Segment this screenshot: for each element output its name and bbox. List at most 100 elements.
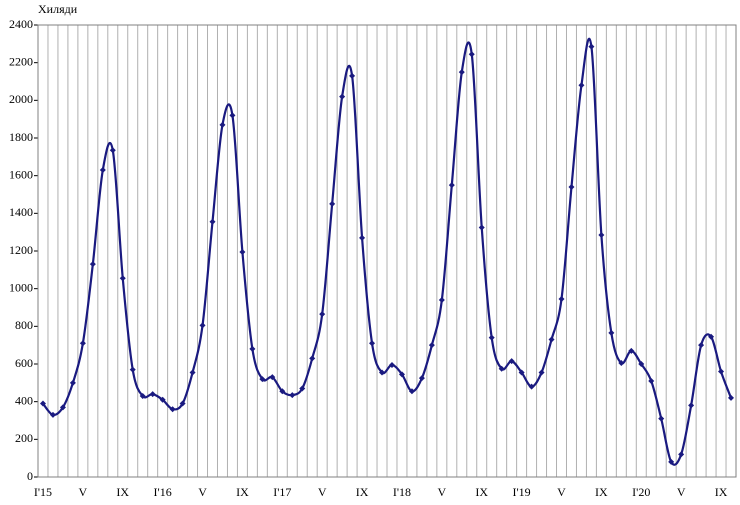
x-tick-label: I'15 [34, 485, 52, 499]
data-point [169, 406, 176, 413]
x-tick-label: IX [595, 485, 608, 499]
y-axis-label: Хиляди [38, 2, 78, 16]
data-point [379, 369, 386, 376]
data-point [299, 385, 306, 392]
data-point [638, 361, 645, 367]
data-point [149, 391, 156, 398]
y-tick-label: 1200 [9, 243, 33, 257]
data-point [239, 248, 246, 255]
data-point [678, 451, 685, 458]
data-point [618, 360, 625, 367]
data-point [588, 43, 595, 50]
y-tick-label: 1400 [9, 205, 33, 219]
data-point [558, 296, 565, 303]
data-point [698, 342, 705, 349]
data-point [289, 392, 296, 399]
data-point [79, 340, 86, 347]
data-point [259, 376, 266, 383]
x-tick-label: IX [236, 485, 249, 499]
y-tick-label: 2200 [9, 54, 33, 68]
y-tick-label: 800 [15, 318, 33, 332]
x-tick-label: IX [715, 485, 728, 499]
data-point [488, 334, 495, 341]
y-tick-label: 600 [15, 356, 33, 370]
data-point [119, 275, 126, 282]
data-point [249, 345, 256, 352]
data-point [339, 93, 346, 100]
data-point [398, 371, 405, 378]
data-point [608, 329, 615, 336]
data-point [628, 347, 635, 354]
data-point [668, 458, 675, 465]
data-point [578, 82, 585, 89]
data-point [229, 112, 236, 119]
data-point [658, 415, 665, 422]
data-point [279, 388, 286, 395]
data-point [538, 369, 545, 376]
data-point [688, 402, 695, 409]
x-tick-label: V [318, 485, 327, 499]
data-point [69, 379, 76, 386]
data-point [39, 400, 46, 407]
y-tick-label: 1800 [9, 130, 33, 144]
data-point [458, 69, 465, 76]
x-tick-label: V [557, 485, 566, 499]
data-point [209, 218, 216, 225]
data-point [498, 365, 505, 372]
data-point [99, 167, 106, 174]
data-point [59, 404, 66, 411]
data-point [508, 358, 515, 365]
y-tick-label: 200 [15, 431, 33, 445]
data-point [269, 374, 276, 381]
data-point [139, 393, 146, 400]
data-point [478, 224, 485, 231]
data-point [468, 51, 475, 58]
data-point [189, 369, 196, 376]
data-point [598, 231, 605, 238]
data-point [319, 311, 326, 318]
data-point [728, 394, 735, 401]
data-point [428, 342, 435, 349]
plot-frame [37, 24, 737, 478]
x-tick-label: V [677, 485, 686, 499]
y-tick-label: 400 [15, 393, 33, 407]
y-tick-label: 1000 [9, 280, 33, 294]
data-point [359, 234, 366, 241]
data-point [388, 361, 395, 368]
data-point [568, 183, 575, 190]
data-point [708, 333, 715, 340]
data-point [129, 366, 136, 373]
x-tick-label: V [198, 485, 207, 499]
x-tick-label: IX [116, 485, 129, 499]
data-line [42, 37, 733, 466]
x-tick-label: V [438, 485, 447, 499]
x-tick-label: V [79, 485, 88, 499]
data-point [329, 200, 336, 207]
data-point [89, 261, 96, 268]
data-point [418, 375, 425, 382]
x-tick-label: I'19 [513, 485, 531, 499]
data-point [438, 296, 445, 303]
data-point [548, 336, 555, 343]
x-tick-label: IX [475, 485, 488, 499]
data-point [349, 72, 356, 79]
data-point [219, 121, 226, 128]
x-tick-label: I'20 [632, 485, 650, 499]
x-tick-label: I'17 [273, 485, 291, 499]
y-tick-label: 2400 [9, 17, 33, 31]
y-tick-label: 2000 [9, 92, 33, 106]
data-point [179, 400, 186, 407]
x-tick-label: IX [356, 485, 369, 499]
y-tick-label: 1600 [9, 167, 33, 181]
data-point [309, 355, 316, 362]
x-tick-label: I'16 [154, 485, 172, 499]
data-point [448, 182, 455, 189]
data-point [159, 396, 166, 403]
data-point [518, 369, 525, 376]
data-point [528, 383, 535, 390]
data-point [369, 340, 376, 347]
data-point [49, 411, 56, 418]
x-tick-label: I'18 [393, 485, 411, 499]
data-point [408, 388, 415, 395]
data-point [718, 368, 725, 375]
